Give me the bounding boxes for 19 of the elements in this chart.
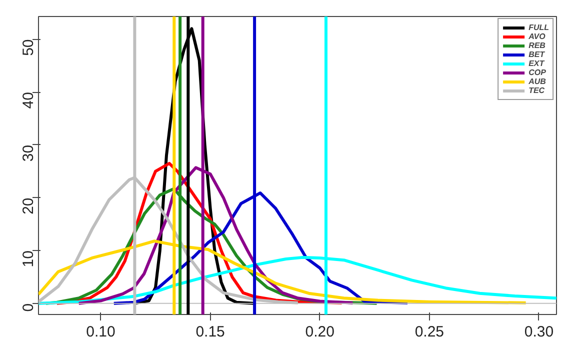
- legend-label: TEC: [528, 86, 546, 95]
- x-tick-label: 0.15: [196, 324, 225, 340]
- legend-label: EXT: [528, 59, 546, 68]
- y-tick-label: 20: [20, 198, 37, 214]
- y-tick-label: 50: [20, 39, 37, 56]
- y-tick-label: 30: [20, 144, 37, 162]
- x-tick-label: 0.10: [86, 324, 116, 340]
- legend-label: AVO: [528, 32, 546, 41]
- y-tick-label: 10: [20, 250, 37, 268]
- legend-label: AUB: [528, 77, 547, 86]
- y-tick-label: 40: [20, 92, 37, 109]
- legend-label: FULL: [528, 23, 549, 32]
- y-tick-label: 0: [20, 303, 37, 312]
- legend-label: BET: [528, 50, 546, 59]
- legend-label: REB: [528, 41, 546, 50]
- x-tick-label: 0.20: [305, 324, 334, 340]
- x-tick-label: 0.30: [524, 324, 554, 340]
- x-tick-label: 0.25: [414, 324, 444, 340]
- legend-label: COP: [528, 68, 547, 77]
